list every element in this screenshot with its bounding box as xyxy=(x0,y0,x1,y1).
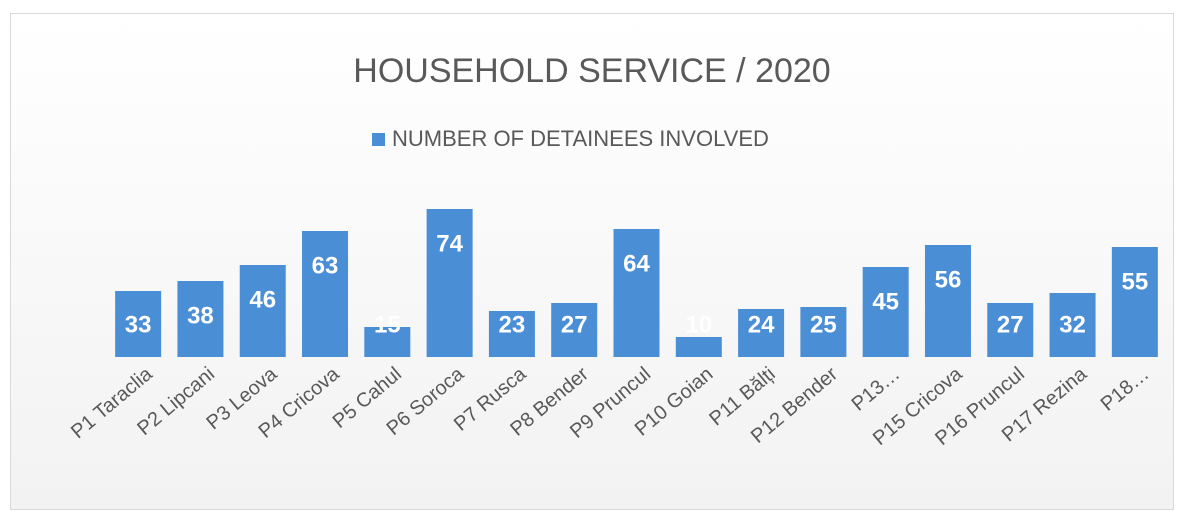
bar xyxy=(115,291,162,357)
bar xyxy=(987,303,1034,357)
bar xyxy=(1049,293,1096,357)
value-label: 74 xyxy=(436,230,463,257)
chart-title: HOUSEHOLD SERVICE / 2020 xyxy=(353,52,830,90)
value-label: 55 xyxy=(1122,268,1149,295)
value-label: 33 xyxy=(125,311,152,338)
bar xyxy=(488,311,535,357)
bar xyxy=(364,327,411,357)
bar xyxy=(1111,247,1158,357)
bar xyxy=(800,307,847,357)
value-label: 46 xyxy=(249,286,276,313)
value-label: 64 xyxy=(623,250,650,277)
bar xyxy=(239,265,286,357)
value-label: 45 xyxy=(872,288,899,315)
value-label: 27 xyxy=(561,311,588,338)
bar xyxy=(924,245,971,357)
bar xyxy=(862,267,909,357)
value-label: 38 xyxy=(187,302,214,329)
legend-swatch xyxy=(372,133,385,146)
value-label: 23 xyxy=(499,311,526,338)
value-label: 15 xyxy=(374,311,401,338)
bar xyxy=(613,229,660,357)
value-label: 63 xyxy=(312,252,339,279)
chart-frame xyxy=(10,13,1174,510)
bar xyxy=(426,209,473,357)
value-label: 10 xyxy=(685,311,712,338)
bar xyxy=(302,231,349,357)
value-label: 25 xyxy=(810,311,837,338)
bar xyxy=(551,303,598,357)
value-label: 32 xyxy=(1059,311,1086,338)
value-label: 24 xyxy=(748,311,775,338)
value-label: 56 xyxy=(935,266,962,293)
bar xyxy=(177,281,224,357)
legend-label: NUMBER OF DETAINEES INVOLVED xyxy=(392,126,769,151)
bar xyxy=(738,309,785,357)
value-label: 27 xyxy=(997,311,1024,338)
bar xyxy=(675,337,722,357)
